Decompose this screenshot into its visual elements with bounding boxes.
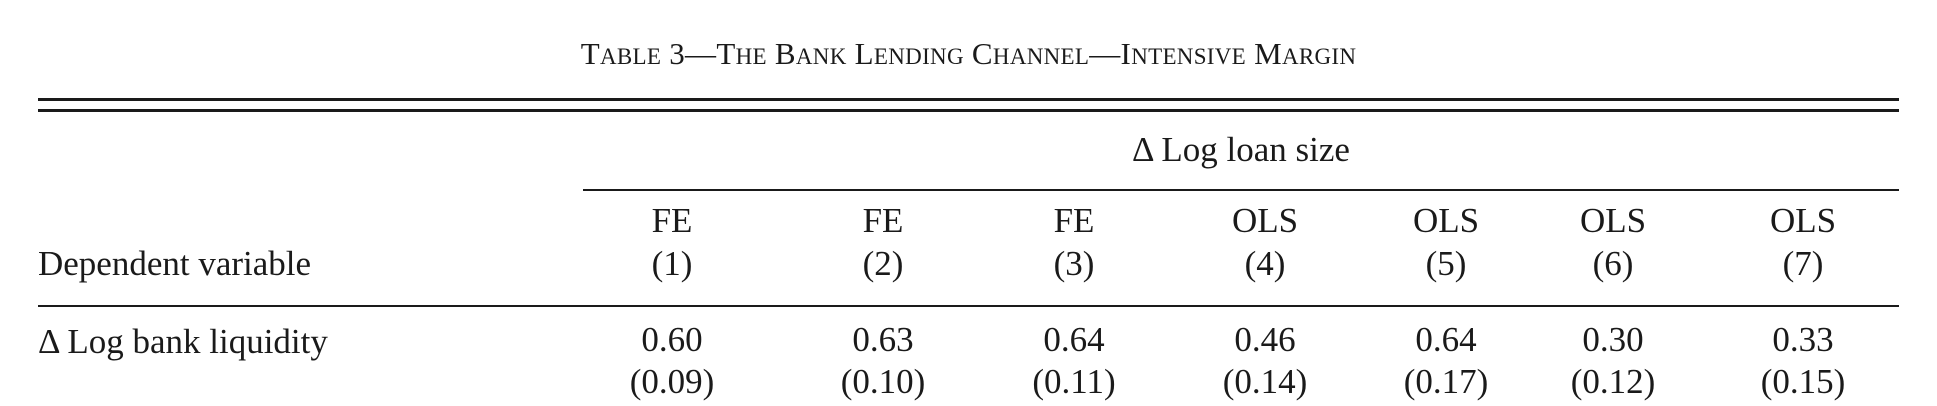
table-cell-4: 0.46 (0.14) — [1165, 322, 1365, 406]
column-header-7: OLS (7) — [1703, 203, 1903, 293]
table-cell-5: 0.64 (0.17) — [1346, 322, 1546, 406]
column-header-5: OLS (5) — [1346, 203, 1546, 293]
standard-error-value: (0.17) — [1403, 362, 1489, 401]
column-number: (7) — [1782, 244, 1824, 283]
coefficient-value: 0.46 — [1234, 320, 1296, 359]
coefficient-value: 0.30 — [1582, 320, 1644, 359]
standard-error-value: (0.09) — [629, 362, 715, 401]
standard-error-value: (0.10) — [840, 362, 926, 401]
standard-error-value: (0.12) — [1570, 362, 1656, 401]
column-method: OLS — [1769, 201, 1837, 240]
column-number: (3) — [1053, 244, 1095, 283]
row-label-bank-liquidity: Δ Log bank liquidity — [38, 322, 328, 361]
column-number: (6) — [1592, 244, 1634, 283]
column-number: (2) — [862, 244, 904, 283]
table-cell-2: 0.63 (0.10) — [783, 322, 983, 406]
table-cell-6: 0.30 (0.12) — [1513, 322, 1713, 406]
column-number: (5) — [1425, 244, 1467, 283]
column-number: (1) — [651, 244, 693, 283]
standard-error-value: (0.15) — [1760, 362, 1846, 401]
standard-error-value: (0.11) — [1032, 362, 1116, 401]
coefficient-value: 0.33 — [1772, 320, 1834, 359]
column-header-1: FE (1) — [572, 203, 772, 293]
column-spanner-heading: Δ Log loan size — [1132, 130, 1350, 169]
spanner-rule — [583, 189, 1899, 191]
standard-error-value: (0.14) — [1222, 362, 1308, 401]
column-method: FE — [1053, 201, 1095, 240]
column-method: OLS — [1231, 201, 1299, 240]
coefficient-value: 0.64 — [1043, 320, 1105, 359]
column-header-6: OLS (6) — [1513, 203, 1713, 293]
coefficient-value: 0.64 — [1415, 320, 1477, 359]
column-method: FE — [651, 201, 693, 240]
dependent-variable-label: Dependent variable — [38, 244, 312, 283]
top-rule-upper — [38, 98, 1899, 101]
column-header-4: OLS (4) — [1165, 203, 1365, 293]
coefficient-value: 0.63 — [852, 320, 914, 359]
table-cell-3: 0.64 (0.11) — [974, 322, 1174, 406]
table-title: TABLE 3—THE BANK LENDING CHANNEL—INTENSI… — [580, 36, 1357, 71]
top-rule-lower — [38, 109, 1899, 112]
coefficient-value: 0.60 — [641, 320, 703, 359]
column-method: FE — [862, 201, 904, 240]
table-cell-7: 0.33 (0.15) — [1703, 322, 1903, 406]
header-rule — [38, 305, 1899, 307]
column-number: (4) — [1244, 244, 1286, 283]
column-method: OLS — [1412, 201, 1480, 240]
column-header-2: FE (2) — [783, 203, 983, 293]
column-method: OLS — [1579, 201, 1647, 240]
table-cell-1: 0.60 (0.09) — [572, 322, 772, 406]
column-header-3: FE (3) — [974, 203, 1174, 293]
